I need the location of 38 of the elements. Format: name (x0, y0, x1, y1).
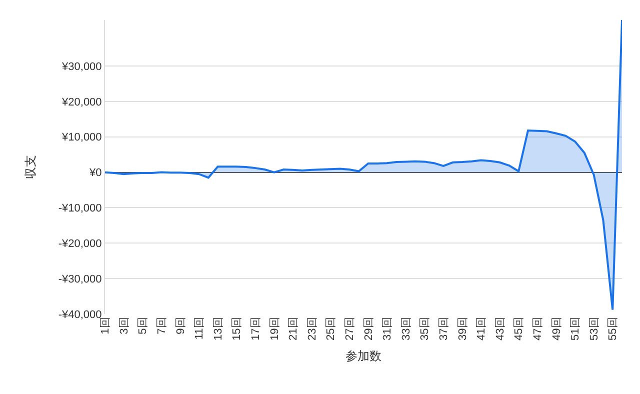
x-axis-title: 参加数 (346, 349, 382, 363)
x-tick-label: 19回 (268, 317, 281, 340)
x-tick-label: 29回 (362, 317, 375, 340)
x-tick-label: 33回 (400, 317, 412, 340)
x-tick-label: 47回 (532, 317, 544, 340)
y-tick-label: -¥10,000 (58, 202, 102, 215)
x-tick-label: 9回 (174, 317, 187, 334)
x-tick-label: 43回 (494, 317, 506, 340)
x-tick-label: 3回 (118, 317, 130, 334)
y-tick-label: -¥20,000 (58, 238, 102, 250)
x-tick-label: 7回 (156, 317, 168, 334)
x-tick-label: 15回 (231, 317, 244, 340)
x-tick-label: 23回 (306, 317, 318, 340)
x-tick-label: 1回 (100, 317, 112, 334)
x-tick-label: 13回 (212, 317, 224, 340)
x-tick-label: 37回 (438, 317, 450, 340)
y-axis-title: 収支 (24, 155, 38, 179)
x-tick-label: 17回 (250, 317, 262, 340)
x-tick-label: 31回 (382, 317, 394, 340)
x-tick-label: 21回 (288, 317, 300, 340)
x-tick-label: 55回 (607, 317, 620, 340)
x-tick-label: 41回 (476, 317, 488, 340)
x-tick-label: 35回 (419, 317, 432, 340)
x-tick-label: 53回 (588, 317, 600, 340)
x-tick-label: 5回 (137, 317, 150, 334)
x-tick-label: 25回 (325, 317, 338, 340)
y-tick-label: ¥0 (88, 167, 102, 180)
x-tick-label: 27回 (344, 317, 356, 340)
x-tick-label: 11回 (194, 317, 206, 340)
y-tick-label: -¥40,000 (58, 308, 102, 321)
y-tick-label: ¥20,000 (61, 96, 102, 108)
x-tick-label: 51回 (570, 317, 582, 340)
x-tick-label: 49回 (550, 317, 563, 340)
y-tick-label: ¥10,000 (61, 132, 102, 144)
x-tick-label: 45回 (513, 317, 526, 340)
y-tick-label: ¥30,000 (61, 60, 102, 73)
x-tick-label: 39回 (456, 317, 469, 340)
y-tick-label: -¥30,000 (58, 273, 102, 286)
